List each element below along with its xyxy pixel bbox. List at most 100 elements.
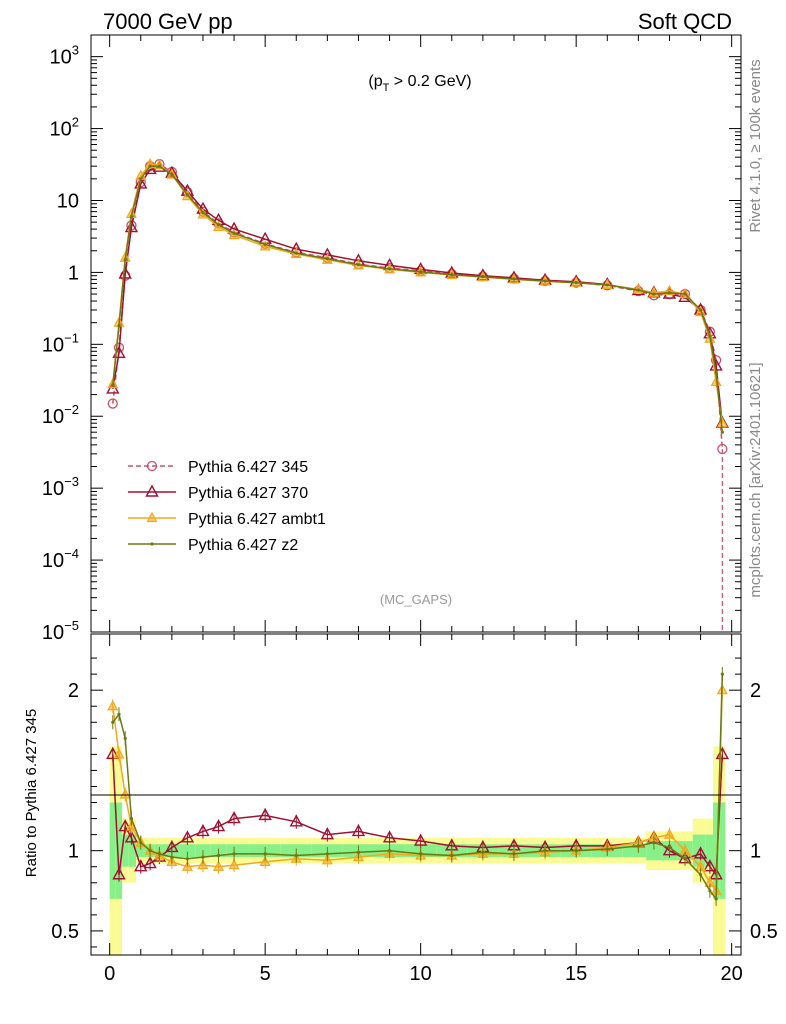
- main-y-ticklabel: 10−4: [42, 546, 79, 572]
- ratio-point-ambt1: [213, 860, 225, 871]
- ratio-point-z2: [720, 672, 724, 676]
- main-y-ticklabel-exponent: −1: [64, 330, 79, 345]
- main-y-ticklabel-exponent: −3: [64, 474, 79, 489]
- series-z2: [111, 164, 724, 434]
- x-axis: 0 5 10 15 20: [104, 35, 743, 985]
- point-z2: [387, 267, 392, 271]
- band-inner-bin: [646, 841, 662, 861]
- ratio-point-ambt1: [113, 748, 125, 759]
- ratio-point-ambt1: [107, 699, 119, 711]
- ratio-point-p370: [196, 823, 210, 837]
- point-z2: [356, 263, 361, 267]
- ratio-point-p370: [143, 856, 157, 869]
- legend-label-p345: Pythia 6.427 345: [188, 459, 308, 476]
- ratio-line-z2: [112, 674, 724, 901]
- legend-label-p370: Pythia 6.427 370: [188, 485, 308, 502]
- ratio-axes: 0.5 0.5 1 1 2 2: [51, 657, 778, 948]
- point-z2: [117, 324, 121, 328]
- ratio-series-ambt1: [107, 683, 728, 898]
- ratio-point-z2: [117, 712, 121, 716]
- point-z2: [139, 177, 143, 181]
- point-z2: [170, 172, 174, 177]
- point-z2: [419, 270, 423, 274]
- band-inner-bin: [109, 802, 116, 899]
- ratio-point-z2: [714, 897, 718, 901]
- main-y-ticklabel-base: 10: [42, 406, 64, 428]
- main-y-ticklabel-base: 10: [42, 334, 64, 356]
- legend-marker-p370: [145, 484, 159, 497]
- band-inner-bin: [179, 844, 196, 858]
- point-z2: [185, 193, 190, 197]
- ratio-point-p370: [382, 830, 397, 843]
- ratio-point-z2: [123, 736, 127, 740]
- legend-label-z2: Pythia 6.427 z2: [188, 537, 298, 554]
- ratio-point-p370: [351, 823, 366, 837]
- legend-marker-z2: [150, 542, 154, 546]
- main-y-ticklabel: 10−1: [42, 330, 79, 356]
- main-y-ticklabel: 1: [68, 262, 79, 284]
- ratio-point-z2: [574, 849, 578, 853]
- ratio-point-p370: [693, 846, 708, 859]
- point-p370: [134, 176, 148, 189]
- ratio-point-p370: [227, 811, 241, 824]
- ratio-point-ambt1: [119, 788, 131, 799]
- ratio-point-z2: [543, 849, 547, 853]
- ratio-point-z2: [111, 720, 115, 724]
- x-ticklabel: 5: [260, 963, 271, 985]
- ratio-point-z2: [652, 841, 656, 845]
- cut-prefix: (p: [368, 73, 382, 90]
- ratio-point-z2: [419, 852, 423, 856]
- main-y-ticklabel: 10−2: [42, 402, 79, 428]
- ratio-point-p370: [703, 859, 717, 872]
- band-inner-bin: [122, 834, 129, 867]
- rivet-label: Rivet 4.1.0, ≥ 100k events: [747, 59, 764, 232]
- main-y-ticklabel-exponent: 2: [72, 115, 79, 130]
- ratio-point-ambt1: [197, 858, 209, 870]
- point-z2: [325, 257, 329, 261]
- main-y-ticklabel-base: 10: [50, 47, 72, 69]
- x-ticklabel: 10: [410, 963, 432, 985]
- point-z2: [708, 334, 712, 338]
- legend-marker-p345: [146, 460, 158, 472]
- ratio-point-z2: [356, 850, 361, 854]
- point-z2: [294, 251, 298, 255]
- ratio-point-z2: [201, 855, 205, 859]
- band-inner-bin: [154, 844, 166, 858]
- point-p345: [107, 398, 118, 409]
- ratio-point-z2: [148, 849, 152, 853]
- ratio-point-ambt1: [663, 828, 675, 839]
- analysis-tag: (MC_GAPS): [380, 592, 452, 607]
- ratio-y-ticklabel: 1: [68, 841, 79, 863]
- point-z2: [481, 275, 485, 279]
- ratio-point-z2: [170, 855, 174, 859]
- ratio-point-z2: [263, 852, 267, 856]
- ratio-point-ambt1: [181, 860, 193, 871]
- point-z2: [720, 430, 724, 434]
- main-y-ticklabel: 10−3: [42, 474, 79, 500]
- series-p345: [107, 159, 728, 455]
- main-y-ticklabel: 10: [57, 190, 79, 212]
- ratio-point-z2: [605, 847, 609, 851]
- ratio-series-z2: [111, 667, 724, 906]
- point-z2: [574, 281, 578, 285]
- mcplots-label: mcplots.cern.ch [arXiv:2401.10621]: [747, 362, 764, 597]
- cut-annotation: (pT > 0.2 GeV): [368, 73, 471, 94]
- main-y-ticklabel-base: 10: [42, 622, 64, 644]
- cut-sub: T: [383, 82, 390, 94]
- point-p370: [124, 220, 139, 233]
- ratio-uncertainty-band: [109, 746, 726, 955]
- point-z2: [512, 277, 516, 281]
- point-z2: [450, 273, 454, 277]
- ratio-point-z2: [216, 853, 221, 858]
- ratio-point-p370: [118, 819, 132, 832]
- series-line-ambt1: [112, 163, 724, 424]
- ratio-point-z2: [708, 889, 712, 893]
- ratio-point-z2: [667, 845, 672, 850]
- point-z2: [157, 164, 162, 168]
- ratio-point-p370: [180, 830, 195, 843]
- ratio-point-p370: [320, 827, 335, 840]
- x-ticklabel: 20: [721, 963, 743, 985]
- ratio-y-ticklabel-right: 0.5: [750, 921, 778, 943]
- ratio-point-z2: [512, 852, 516, 856]
- point-z2: [636, 288, 640, 292]
